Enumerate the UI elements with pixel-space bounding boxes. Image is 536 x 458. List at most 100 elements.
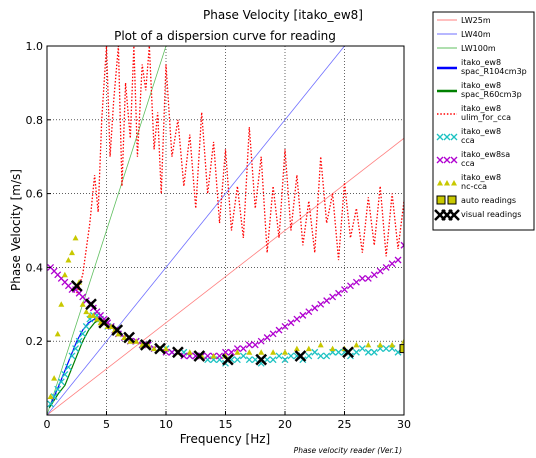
data-point bbox=[370, 271, 378, 279]
data-point bbox=[193, 350, 206, 362]
data-point bbox=[257, 337, 265, 345]
data-point bbox=[72, 345, 80, 353]
legend-label: LW100m bbox=[461, 44, 496, 53]
data-point bbox=[163, 345, 169, 352]
data-point bbox=[227, 348, 235, 356]
legend-entry: LW25m bbox=[437, 16, 491, 25]
legend-label: cca bbox=[461, 159, 475, 168]
data-point bbox=[358, 345, 366, 353]
data-point bbox=[365, 341, 372, 348]
legend-swatch bbox=[436, 133, 444, 141]
x-tick-label: 5 bbox=[103, 418, 110, 431]
legend-swatch bbox=[451, 180, 457, 186]
legend-swatch bbox=[447, 195, 457, 205]
data-point bbox=[341, 286, 348, 293]
x-tick-label: 25 bbox=[338, 418, 352, 431]
legend-label: visual readings bbox=[461, 210, 521, 219]
data-point bbox=[139, 339, 152, 351]
legend-swatch bbox=[437, 180, 443, 186]
data-point bbox=[364, 275, 372, 282]
data-point bbox=[251, 356, 259, 364]
data-point bbox=[352, 348, 360, 356]
data-point bbox=[263, 334, 271, 341]
data-point bbox=[258, 349, 265, 355]
data-point bbox=[233, 345, 241, 353]
data-point bbox=[123, 331, 135, 344]
data-point bbox=[287, 319, 295, 327]
legend-box bbox=[432, 11, 535, 231]
legend-label: itako_ew8sa bbox=[461, 150, 510, 159]
legend-swatch bbox=[443, 133, 451, 141]
data-point bbox=[294, 350, 307, 362]
data-point bbox=[93, 316, 100, 322]
series-line bbox=[76, 46, 404, 294]
data-point bbox=[239, 345, 247, 353]
data-point bbox=[269, 330, 277, 338]
data-point bbox=[323, 297, 331, 305]
data-point bbox=[210, 352, 217, 359]
data-point bbox=[346, 282, 354, 290]
legend-entry: LW40m bbox=[437, 30, 491, 39]
data-point bbox=[353, 341, 360, 348]
data-point bbox=[293, 315, 301, 323]
data-point bbox=[329, 345, 336, 352]
window-title: Phase Velocity [itako_ew8] bbox=[203, 8, 363, 22]
footer-note: Phase velocity reader (Ver.1) bbox=[294, 446, 402, 455]
y-axis-label: Phase Velocity [m/s] bbox=[9, 169, 23, 291]
data-point bbox=[281, 322, 289, 330]
series-line bbox=[47, 46, 345, 415]
data-point bbox=[329, 293, 337, 301]
data-point bbox=[121, 334, 128, 341]
legend-label: LW25m bbox=[461, 16, 491, 25]
data-point bbox=[335, 348, 343, 356]
data-point bbox=[79, 301, 86, 307]
plot-frame bbox=[46, 45, 405, 416]
y-tick-label: 0.2 bbox=[26, 335, 44, 348]
legend-label: spac_R104cm3p bbox=[461, 67, 527, 76]
data-point bbox=[311, 304, 319, 312]
data-point bbox=[382, 345, 390, 353]
legend-label: auto readings bbox=[461, 196, 516, 205]
data-point bbox=[270, 349, 277, 355]
data-point bbox=[204, 352, 212, 360]
data-point bbox=[111, 324, 124, 337]
data-point bbox=[305, 352, 313, 360]
data-point bbox=[79, 330, 87, 338]
data-point bbox=[154, 342, 166, 355]
legend-swatch bbox=[450, 156, 458, 164]
legend-label: itako_ew8 bbox=[461, 104, 501, 113]
data-point bbox=[311, 348, 319, 356]
chart-title: Plot of a dispersion curve for reading bbox=[114, 29, 336, 43]
legend-swatch bbox=[450, 133, 458, 141]
data-point bbox=[245, 341, 253, 349]
data-point bbox=[65, 257, 72, 263]
legend-label: spac_R60cm3p bbox=[461, 90, 522, 99]
data-point bbox=[317, 300, 325, 308]
legend-label: cca bbox=[461, 136, 475, 145]
y-tick-label: 0.8 bbox=[26, 114, 44, 127]
x-axis-label: Frequency [Hz] bbox=[180, 432, 271, 446]
data-point bbox=[400, 241, 404, 249]
data-point bbox=[216, 352, 224, 360]
x-tick-label: 30 bbox=[397, 418, 411, 431]
data-point bbox=[168, 348, 176, 356]
data-point bbox=[382, 263, 390, 271]
data-point bbox=[186, 349, 193, 355]
data-point bbox=[342, 346, 354, 359]
data-point bbox=[61, 370, 69, 378]
data-point bbox=[399, 344, 404, 354]
series-lw100m bbox=[47, 46, 167, 415]
data-point bbox=[255, 353, 268, 366]
legend-label: itako_ew8 bbox=[461, 173, 501, 182]
series-itako-ew8-ulim-for-cca bbox=[76, 46, 404, 294]
data-point bbox=[287, 352, 295, 360]
data-point bbox=[234, 349, 241, 355]
data-point bbox=[358, 275, 366, 282]
data-point bbox=[352, 278, 360, 286]
data-point bbox=[246, 349, 253, 355]
